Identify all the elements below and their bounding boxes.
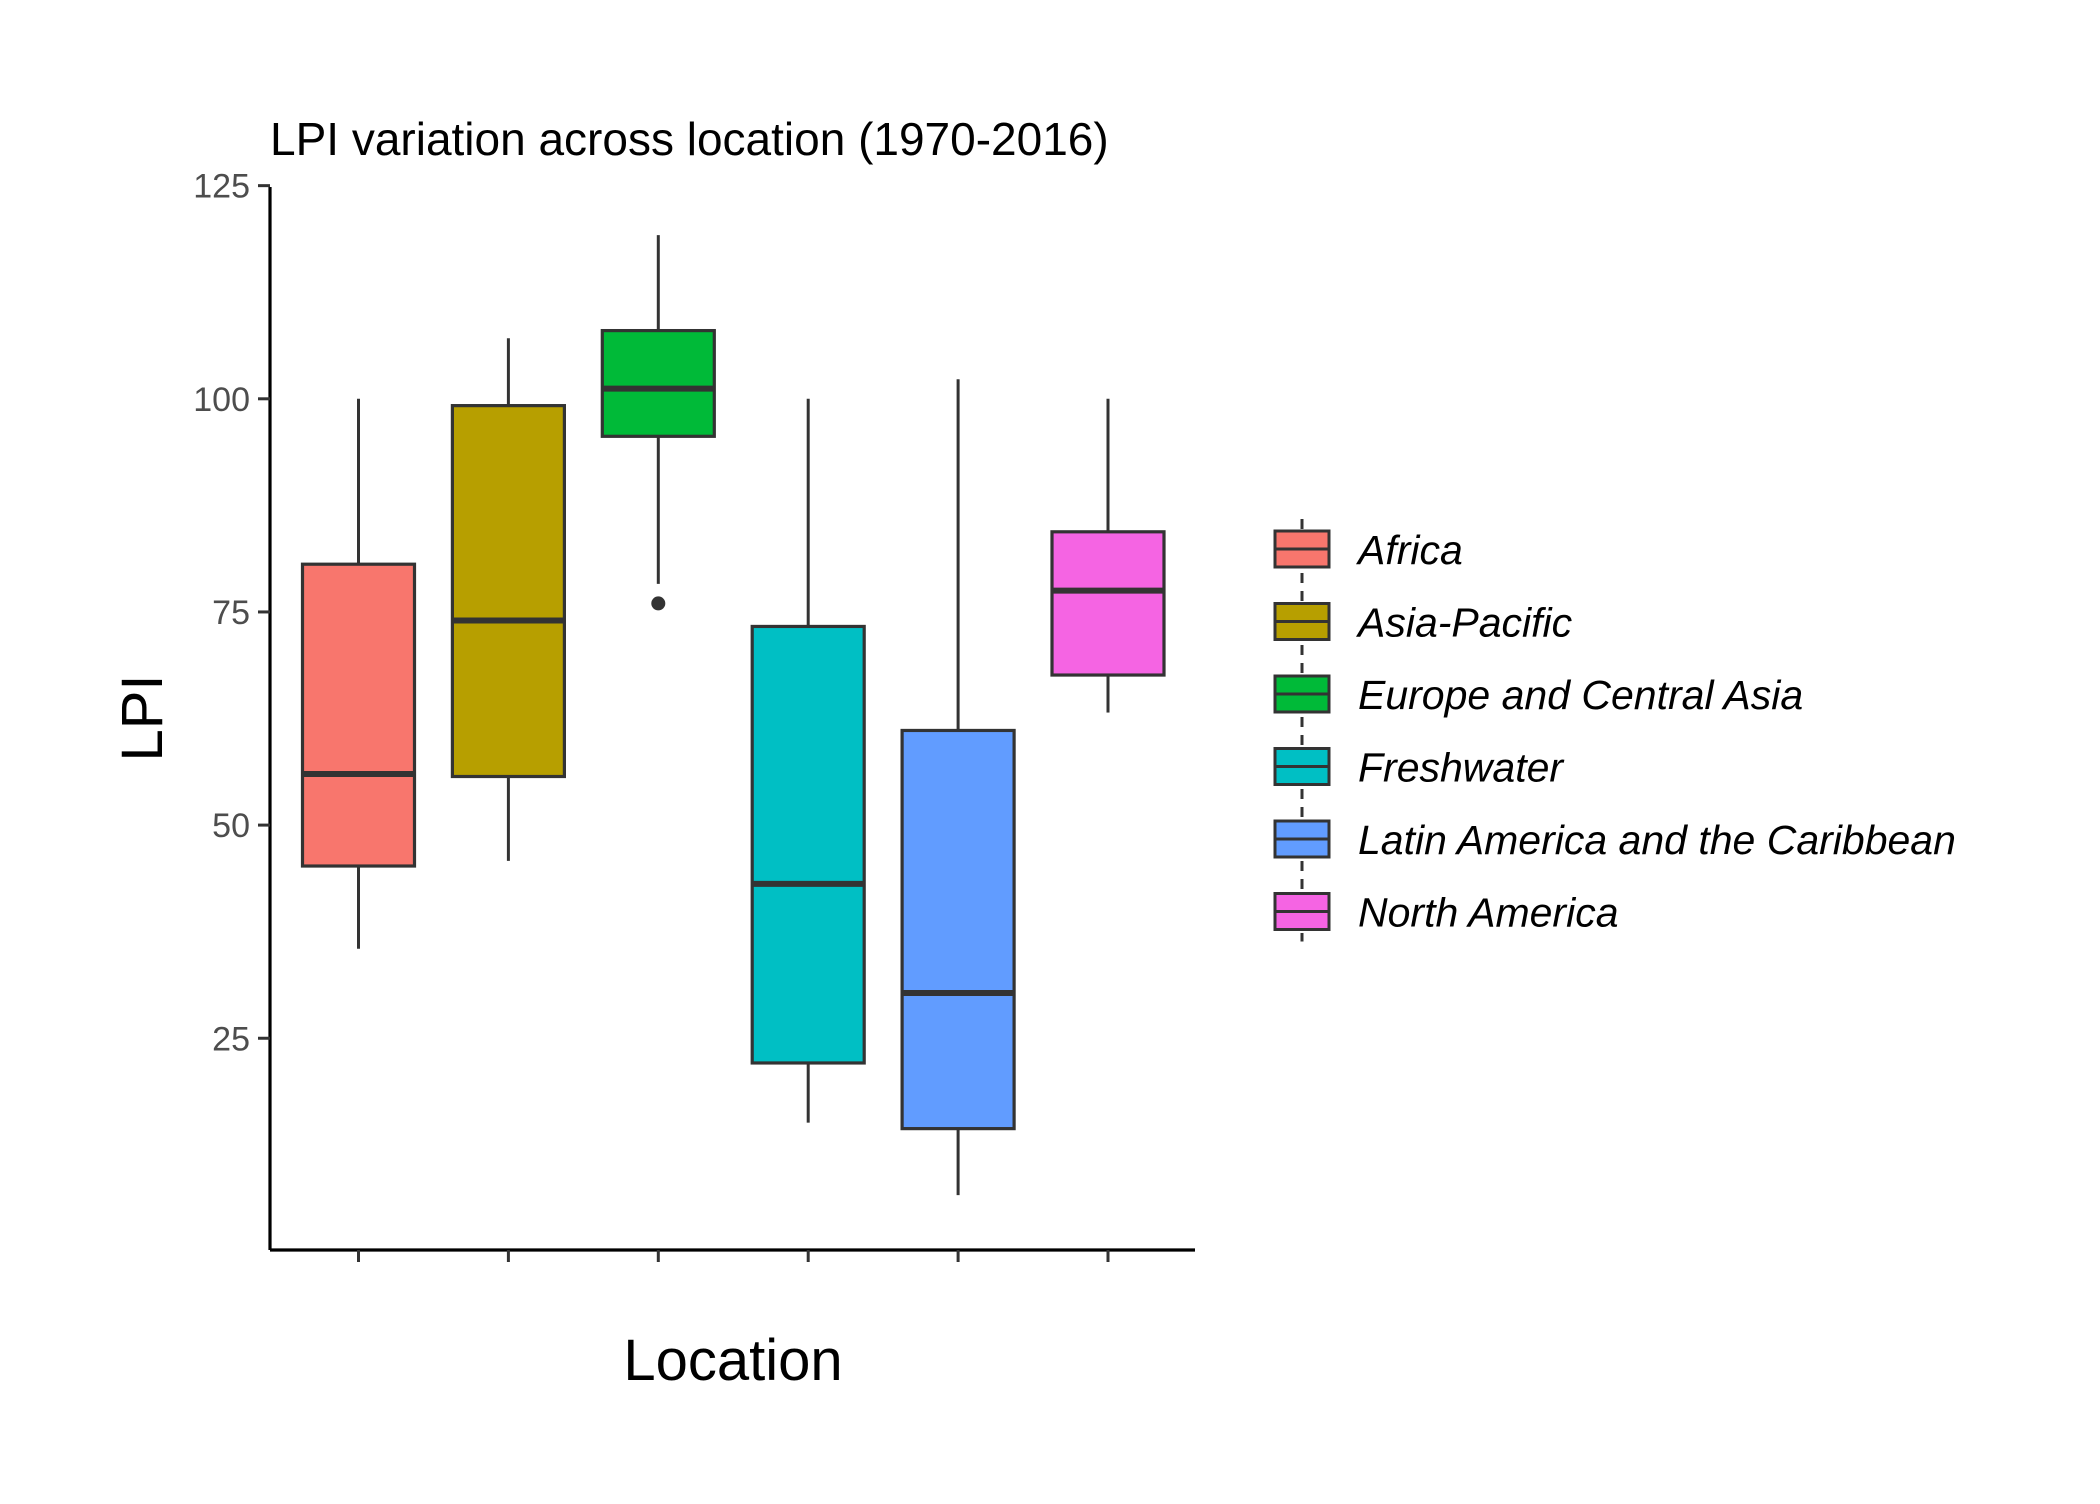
legend-item: Africa (1273, 527, 1463, 573)
box-group (750, 398, 866, 1123)
chart-title: LPI variation across location (1970-2016… (270, 113, 1109, 165)
y-axis: 25 50 75 100 125 (193, 168, 272, 1250)
legend-label: Europe and Central Asia (1358, 672, 1803, 718)
legend-item: Europe and Central Asia (1273, 672, 1803, 718)
legend-item: Freshwater (1273, 745, 1565, 791)
legend: Africa Asia-Pacific Europe and Central Asi… (1273, 519, 1956, 942)
y-tick-label: 50 (212, 807, 250, 845)
box-group (300, 398, 417, 949)
legend-label: Asia-Pacific (1355, 600, 1573, 646)
box-iqr (750, 624, 866, 1065)
box-group (450, 338, 566, 861)
boxplot-series (300, 235, 1166, 1196)
y-tick-label: 125 (193, 168, 250, 206)
box-iqr (600, 328, 716, 438)
legend-item: Asia-Pacific (1273, 600, 1573, 646)
box-iqr (1050, 530, 1166, 677)
box-group (600, 235, 716, 611)
legend-item: Latin America and the Caribbean (1273, 817, 1956, 863)
y-tick-label: 25 (212, 1020, 250, 1058)
outlier-point (651, 596, 666, 611)
x-axis-title: Location (623, 1328, 842, 1393)
y-tick-label: 75 (212, 594, 250, 632)
x-axis-ticks (357, 1250, 1110, 1262)
box-group (1050, 398, 1166, 713)
box-iqr (450, 404, 566, 779)
x-axis (270, 1248, 1195, 1262)
legend-item: North America (1273, 890, 1619, 936)
legend-label: Latin America and the Caribbean (1358, 817, 1956, 863)
box-iqr (300, 562, 417, 868)
y-axis-title: LPI (110, 674, 175, 761)
box-group (900, 379, 1016, 1196)
legend-label: Freshwater (1358, 745, 1565, 791)
y-axis-ticks: 25 50 75 100 125 (193, 168, 270, 1058)
legend-label: North America (1358, 890, 1619, 936)
box-iqr (900, 728, 1016, 1131)
legend-label: Africa (1355, 527, 1463, 573)
y-tick-label: 100 (193, 381, 250, 419)
